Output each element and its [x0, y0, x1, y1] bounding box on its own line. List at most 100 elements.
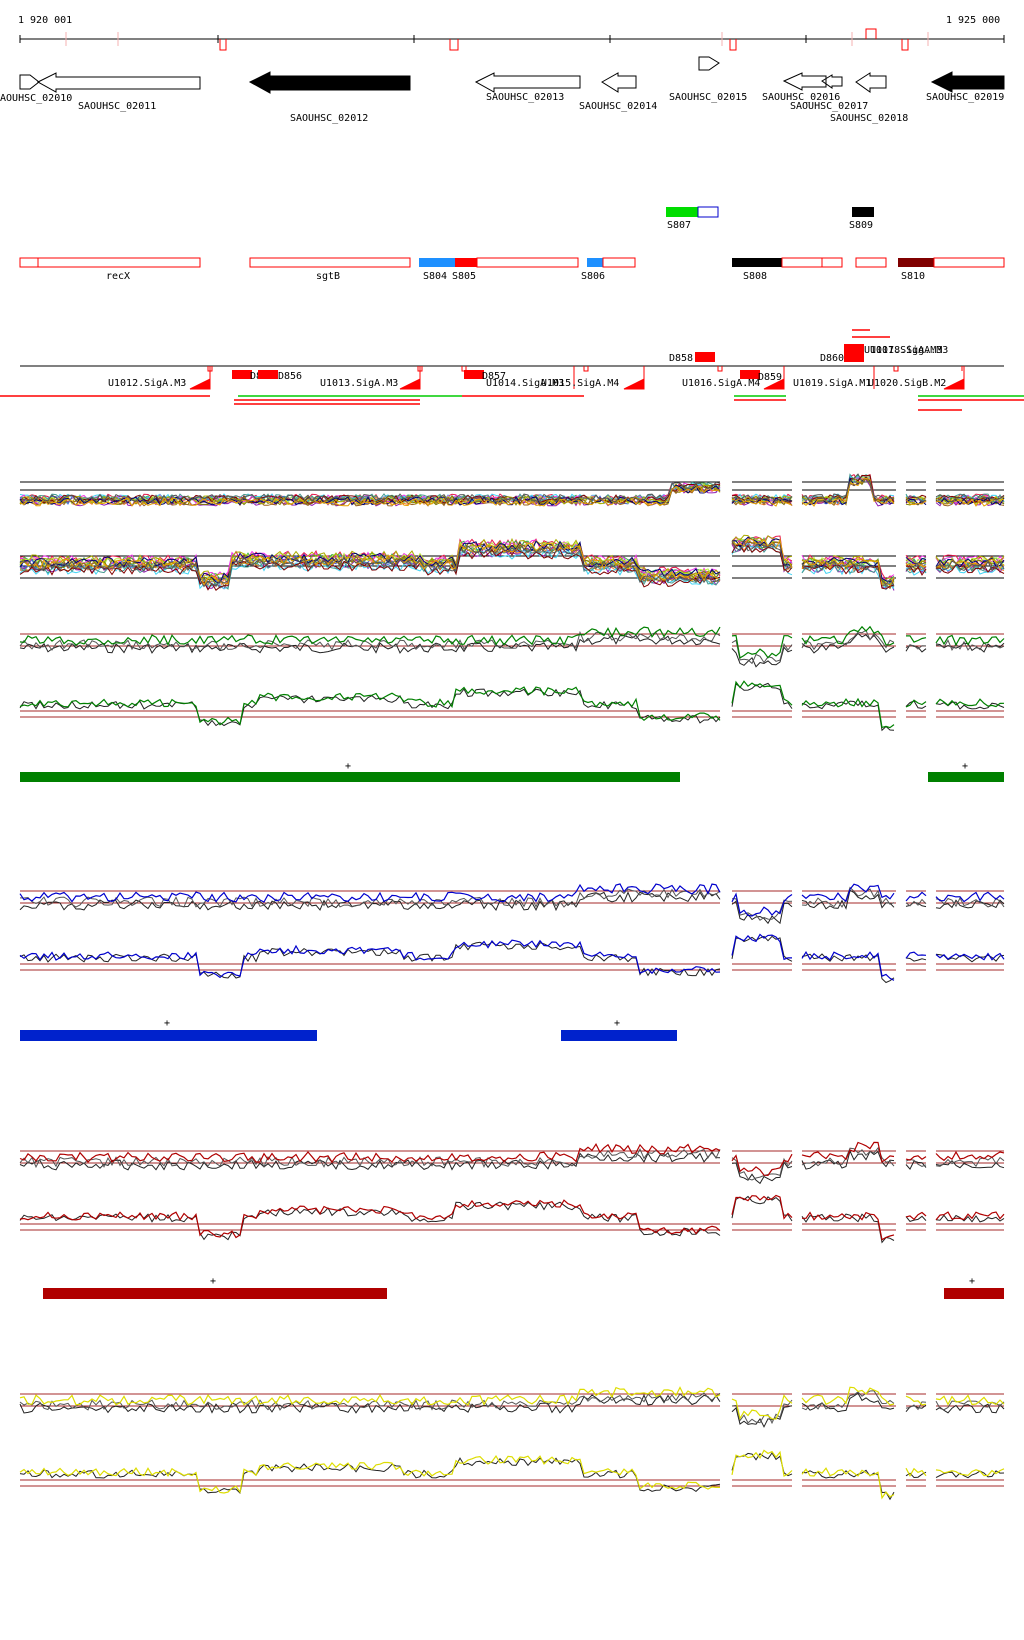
gene-saouhsc-02019[interactable]: SAOUHSC_02019: [926, 71, 1005, 103]
gene-saouhsc-02010[interactable]: SAOUHSC_02010: [0, 74, 72, 104]
expression-curve: [801, 473, 895, 503]
feature-box-outline: [781, 257, 823, 268]
gene-label: SAOUHSC_02012: [290, 113, 368, 124]
del-box: [232, 370, 252, 379]
feature-s806[interactable]: S806: [581, 257, 636, 282]
ruler-faint-marks: [65, 32, 929, 46]
plus-mark: +: [969, 1276, 975, 1287]
blue-region-bar[interactable]: [561, 1030, 677, 1041]
feature-box: [587, 258, 603, 267]
del-label: D857: [482, 371, 506, 382]
green-region-bar[interactable]: [20, 772, 680, 782]
expression-curve: [19, 485, 721, 507]
unit-labels: U1012.SigA.M3 U1013.SigA.M3 U1014.SigA.M…: [108, 345, 948, 389]
feature-sgtb[interactable]: sgtB: [249, 257, 411, 282]
gene-saouhsc-02017[interactable]: SAOUHSC_02017: [790, 74, 868, 112]
expression-curve: [935, 896, 1005, 908]
expression-curve: [731, 1157, 793, 1181]
feature-recx[interactable]: recX: [19, 257, 201, 282]
expression-curve: [801, 1386, 895, 1406]
gene-saouhsc-02013[interactable]: SAOUHSC_02013: [474, 72, 581, 103]
expression-curve: [19, 544, 721, 588]
feature-unlabeled-box: [855, 257, 887, 268]
feature-label: S809: [849, 220, 873, 231]
feature-label: S804: [423, 271, 447, 282]
gene-saouhsc-02014[interactable]: SAOUHSC_02014: [579, 72, 657, 112]
ruler-red-marks: [219, 28, 909, 51]
plus-mark: +: [164, 1018, 170, 1029]
expression-curve: [905, 1467, 927, 1478]
expression-curve: [19, 941, 721, 979]
expression-curve: [801, 477, 895, 507]
gene-saouhsc-02011[interactable]: SAOUHSC_02011: [36, 72, 201, 112]
red-region-bar[interactable]: [944, 1288, 1004, 1299]
expression-curve: [905, 635, 927, 643]
gene-saouhsc-02012[interactable]: SAOUHSC_02012: [248, 71, 411, 124]
feature-s805[interactable]: S805: [452, 257, 579, 282]
expression-curve: [19, 542, 721, 587]
expression-curve: [731, 1449, 793, 1477]
expression-curve: [801, 883, 895, 903]
coord-end-label: 1 925 000: [946, 15, 1000, 26]
expression-curve: [19, 939, 721, 979]
gene-arrow: [782, 72, 827, 91]
feature-s810[interactable]: S810: [898, 257, 1005, 282]
expression-curve: [935, 1214, 1005, 1223]
green-region-bar[interactable]: [928, 772, 1004, 782]
del-label: D860: [820, 353, 844, 364]
feature-label: sgtB: [316, 271, 340, 282]
feature-label: S805: [452, 271, 476, 282]
expression-curve: [905, 644, 927, 650]
expression-curve: [19, 1148, 721, 1169]
expression-curve: [19, 1455, 720, 1494]
feature-box-outline: [697, 206, 719, 218]
red-region-bar[interactable]: [43, 1288, 387, 1299]
expression-curve: [19, 626, 721, 647]
expression-curve: [731, 1153, 793, 1177]
expression-curve: [19, 634, 721, 654]
feature-s807[interactable]: S807: [666, 206, 719, 231]
promoter-marks: [189, 366, 965, 390]
expression-curve: [935, 891, 1005, 903]
expression-curve: [801, 560, 895, 586]
expression-curve: [905, 1155, 927, 1161]
gene-label: SAOUHSC_02019: [926, 92, 1004, 103]
del-box: [464, 370, 484, 379]
unit-label: U1014.SigA.M3: [486, 378, 564, 389]
expression-curve: [905, 699, 927, 708]
expression-curve: [935, 1150, 1005, 1162]
feature-box: [455, 258, 477, 267]
expression-curve: [19, 1143, 721, 1164]
gene-arrow: [36, 72, 201, 93]
feature-s808[interactable]: S808: [732, 257, 843, 282]
expression-curve: [19, 888, 721, 908]
gene-saouhsc-02015[interactable]: SAOUHSC_02015: [669, 56, 747, 103]
feature-s804[interactable]: S804: [419, 258, 455, 282]
expression-signal-tracks: [19, 625, 1005, 1501]
expression-curve: [731, 639, 793, 665]
blue-region-bar[interactable]: [20, 1030, 317, 1041]
feature-box: [249, 257, 411, 268]
gene-label: SAOUHSC_02013: [486, 92, 564, 103]
gene-label: SAOUHSC_02015: [669, 92, 747, 103]
expression-curve: [801, 632, 895, 654]
expression-curve: [905, 561, 927, 572]
plus-mark: +: [345, 761, 351, 772]
expression-curve: [905, 1401, 927, 1411]
feature-box-outline: [602, 257, 636, 268]
expression-curve: [731, 1399, 793, 1425]
del-box: [844, 344, 864, 362]
del-label: D856: [278, 371, 302, 382]
gene-label: SAOUHSC_02014: [579, 101, 657, 112]
expression-multi-tracks: [19, 473, 1005, 591]
expression-curve: [801, 1467, 895, 1500]
expression-curve: [905, 898, 927, 907]
gene-saouhsc-02018[interactable]: SAOUHSC_02018: [830, 72, 908, 124]
expression-curve: [19, 548, 721, 591]
expression-curve: [935, 1394, 1005, 1406]
gene-saouhsc-02016[interactable]: SAOUHSC_02016: [762, 72, 840, 103]
plus-mark: +: [614, 1018, 620, 1029]
feature-s809[interactable]: S809: [849, 207, 874, 231]
expression-curve: [905, 957, 927, 962]
unit-label: U1017.SigA.M3: [864, 345, 942, 356]
